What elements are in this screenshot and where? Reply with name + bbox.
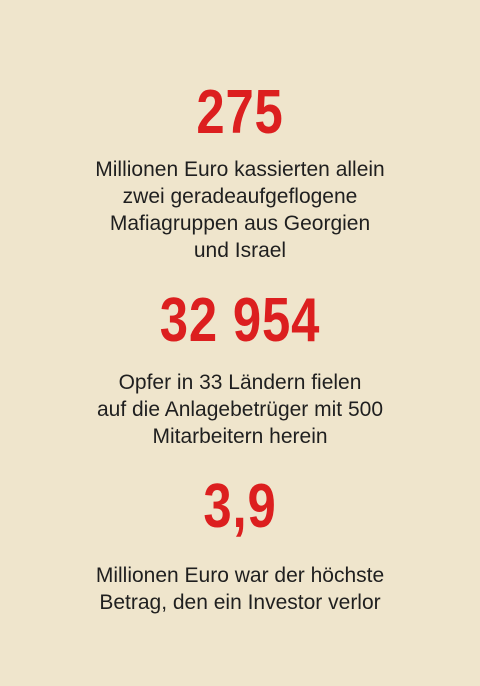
fact-3-line-2: Betrag, den ein Investor verlor (99, 591, 381, 614)
fact-2-description: Opfer in 33 Ländern fielen auf die Anlag… (0, 369, 480, 450)
fact-1-line-3: Mafiagruppen aus Georgien (109, 212, 371, 235)
fact-3-line-1: Millionen Euro war der höchste (95, 564, 385, 587)
fact-1-number: 275 (196, 78, 284, 147)
fact-1-line-1: Millionen Euro kassierten allein (95, 158, 385, 181)
fact-3-description: Millionen Euro war der höchste Betrag, d… (0, 562, 480, 616)
fact-2-line-1: Opfer in 33 Ländern fielen (118, 371, 362, 394)
fact-1-line-4: und Israel (193, 239, 287, 262)
fact-3-number: 3,9 (203, 472, 277, 541)
fact-1-line-2: zwei geradeaufgeflogene (122, 185, 358, 208)
fact-2-line-3: Mitarbeitern herein (152, 425, 328, 448)
fact-2-line-2: auf die Anlagebetrüger mit 500 (96, 398, 384, 421)
fact-1-description: Millionen Euro kassierten allein zwei ge… (0, 156, 480, 264)
fact-2-number: 32 954 (159, 286, 321, 355)
